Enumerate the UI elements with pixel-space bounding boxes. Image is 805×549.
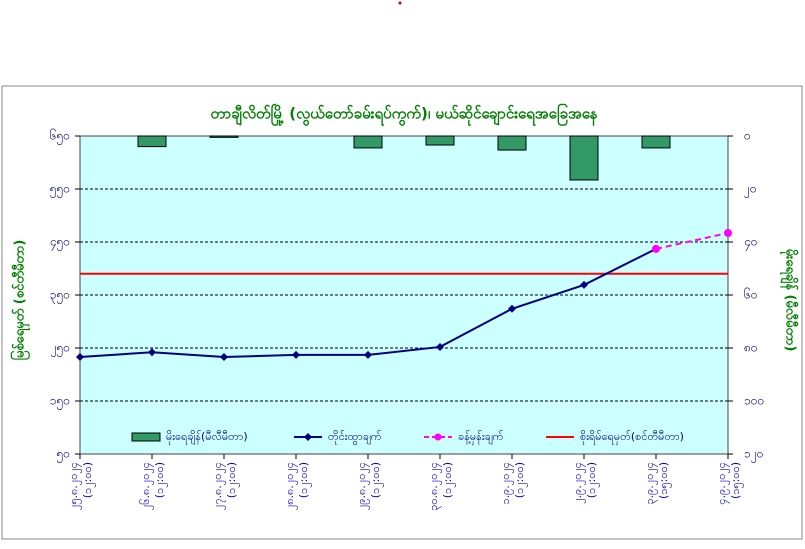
x-tick-time: (၁၅:၀၀): [729, 462, 744, 499]
bar: [641, 135, 671, 149]
x-tick-label: ၁.၉.၂၀၂၄: [499, 462, 514, 505]
point: [724, 228, 732, 237]
x-tick-label: ၃.၉.၂၀၂၄: [643, 462, 658, 505]
y-tick-label: ၄၅၀: [50, 235, 70, 252]
y2-tick-label: ၂၀: [744, 182, 757, 199]
x-tick-label: ၂၅.၈.၂၀၂၄: [67, 462, 82, 510]
x-tick-time: (၁၂:၀၀): [441, 462, 456, 498]
x-tick-label: ၂.၉.၂၀၂၄: [571, 462, 586, 504]
point: [76, 353, 84, 362]
y-tick-label: ၃၅၀: [50, 288, 70, 305]
point: [508, 304, 516, 313]
point: [580, 280, 588, 289]
x-tick-label: ၂၉.၈.၂၀၂၄: [355, 462, 370, 510]
y-tick-label: ၂၅၀: [51, 341, 70, 358]
line: [655, 232, 729, 250]
point: [148, 348, 156, 357]
bar: [497, 135, 527, 151]
x-tick-time: (၁၂:၀၀): [153, 462, 168, 498]
y-tick-label: ၆၅၀: [50, 128, 70, 146]
y2-tick-label: ၄၀: [744, 235, 758, 252]
legend-label: စိုးရိမ်ရေမှတ်(စင်တီမီတာ): [580, 430, 684, 445]
y2-axis-label: မိုးရေချိန် (မီလီမီတာ): [780, 249, 800, 352]
legend-label: ခန့်မှန်းချက်: [458, 430, 504, 445]
legend-marker: [304, 433, 312, 441]
x-tick-time: (၁၂:၀၀): [297, 462, 312, 498]
y2-tick-label: ၁၂၀: [744, 447, 763, 464]
y-axis-label: မြစ်ရေမှတ် (စင်တီမီတာ): [10, 240, 31, 361]
x-tick-time: (၁၂:၀၀): [225, 462, 240, 498]
point: [364, 350, 372, 359]
legend-label: မိုးရေချိန်(မီလီမီတာ): [166, 430, 248, 445]
legend-marker: [434, 433, 442, 441]
legend-swatch: [131, 432, 161, 442]
x-tick-label: ၄.၉.၂၀၂၄: [715, 462, 730, 505]
point: [220, 353, 228, 362]
y-tick-label: ၅၅၀: [50, 182, 70, 199]
x-tick-time: (၁၂:၀၀): [369, 462, 384, 498]
bar: [569, 135, 599, 181]
y2-tick-label: ၈၀: [744, 341, 758, 355]
bar: [425, 135, 455, 146]
x-tick-label: ၂၆.၈.၂၀၂၄: [139, 462, 154, 510]
x-tick-time: (၁၂:၀၀): [585, 462, 600, 498]
y2-tick-label: ၁၀၀: [744, 394, 764, 408]
bar: [137, 135, 167, 148]
x-tick-label: ၂၈.၈.၂၀၂၄: [283, 462, 298, 510]
dot: [398, 1, 402, 5]
bar: [209, 135, 239, 138]
x-tick-time: (၁၂:၀၀): [513, 462, 528, 498]
x-tick-label: ၃၀.၈.၂၀၂၄: [427, 462, 442, 511]
x-tick-time: (၁၅:၀၀): [657, 462, 672, 499]
y-tick-label: ၁၅၀: [50, 394, 70, 411]
x-tick-time: (၁၂:၀၀): [81, 462, 96, 498]
y-tick-label: ၅၀: [57, 447, 71, 464]
y2-tick-label: ၀: [744, 129, 751, 143]
point: [292, 350, 300, 359]
legend-label: တိုင်းထွာချက်: [328, 430, 382, 445]
x-tick-label: ၂၇.၈.၂၀၂၄: [211, 462, 226, 510]
point: [436, 342, 444, 351]
point: [652, 244, 660, 253]
y2-tick-label: ၆၀: [744, 287, 758, 302]
bar: [353, 135, 383, 149]
